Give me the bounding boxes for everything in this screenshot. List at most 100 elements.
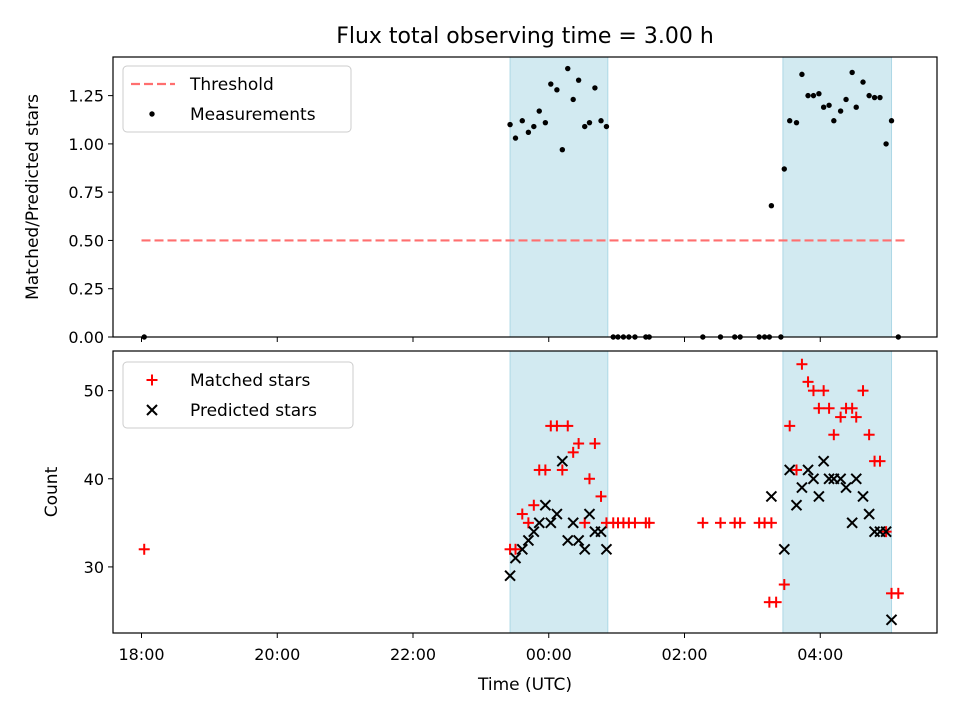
top-ytick-label: 0.25 (68, 280, 104, 299)
matched-star-point (850, 411, 862, 423)
predicted-star-point (834, 473, 847, 485)
predicted-star-point (509, 552, 522, 564)
matched-star-point (790, 464, 802, 476)
bottom-axes-frame (112, 350, 938, 634)
matched-star-point (595, 490, 607, 502)
top-axes-frame (112, 56, 938, 338)
matched-star-point (714, 517, 726, 529)
predicted-star-point-b (817, 455, 830, 467)
predicted-star-point (583, 508, 596, 520)
predicted-star-point-b (509, 552, 522, 564)
legend-matched-swatch (146, 374, 158, 386)
predicted-star-point-b (533, 517, 545, 529)
matched-star-point (863, 429, 875, 441)
matched-star-point (796, 358, 808, 370)
measurement-point (542, 119, 549, 126)
predicted-star-point-b (539, 499, 552, 511)
legend-measurements-label: Measurements (190, 105, 316, 125)
matched-star-point (643, 517, 655, 529)
matched-star-point (818, 385, 830, 397)
predicted-star-point-b (583, 508, 596, 520)
predicted-star-point (850, 473, 862, 485)
matched-star-point (528, 499, 540, 511)
measurement-point (826, 102, 832, 108)
predicted-star-point (516, 543, 528, 555)
predicted-star-point-b (579, 543, 591, 555)
matched-star-point (573, 438, 585, 450)
measurement-point (831, 118, 837, 124)
measurement-point (781, 166, 787, 172)
predicted-star-point (551, 508, 563, 520)
measurement-point (883, 141, 889, 147)
predicted-star-point (885, 614, 898, 626)
top-ytick-label: 0.50 (68, 231, 104, 250)
bottom-legend-box (122, 361, 354, 429)
matched-star-point (551, 420, 563, 432)
measurement-point (554, 87, 560, 93)
predicted-star-point-b (840, 481, 852, 494)
measurement-point (853, 104, 859, 110)
matched-star-point (874, 455, 886, 467)
top-ytick-label: 1.25 (68, 87, 104, 106)
matched-star-point (770, 596, 782, 608)
measurement-point (536, 108, 542, 114)
predicted-star-point (765, 490, 778, 503)
matched-star-point (857, 385, 869, 397)
matched-star-point (802, 376, 814, 388)
matched-star-point (567, 446, 579, 458)
measurement-point (787, 118, 793, 124)
matched-star-point (509, 543, 521, 555)
measurement-point (810, 92, 817, 99)
predicted-star-point (572, 534, 585, 547)
matched-star-point (556, 464, 568, 476)
measurement-point (888, 118, 895, 124)
bottom-xlabel: Time (UTC) (477, 675, 572, 695)
measurement-point (598, 118, 604, 124)
legend-x-marker (146, 404, 158, 416)
legend-matched-label: Matched stars (190, 371, 310, 391)
matched-star-point (813, 402, 825, 414)
measurement-point (816, 90, 822, 97)
measurement-point (525, 129, 532, 136)
predicted-star-point-b (823, 473, 835, 485)
measurement-point (860, 79, 866, 85)
bottom-observing-band (782, 350, 893, 634)
predicted-star-point (545, 517, 557, 529)
predicted-star-point-b (765, 490, 778, 503)
predicted-star-point-b (595, 525, 607, 538)
predicted-star-point-b (504, 570, 516, 582)
predicted-star-point (522, 534, 535, 547)
predicted-star-point (595, 525, 607, 538)
predicted-star-point (880, 525, 892, 538)
predicted-star-point (539, 499, 552, 511)
predicted-star-point-b (796, 481, 808, 494)
measurement-point (866, 92, 872, 99)
legend-plus-marker (146, 374, 158, 386)
predicted-star-point (600, 543, 613, 555)
measurement-point (565, 65, 571, 72)
matched-star-point (807, 385, 819, 397)
measurement-point (559, 146, 566, 153)
predicted-star-point (796, 481, 808, 494)
predicted-star-point (863, 508, 875, 520)
top-ylabel: Matched/Predicted stars (23, 94, 43, 300)
predicted-star-point (817, 455, 830, 467)
predicted-star-point-b (850, 473, 862, 485)
matched-star-point (516, 508, 528, 520)
predicted-star-point-b (572, 534, 585, 547)
measurement-point (519, 118, 525, 124)
predicted-star-point-b (802, 464, 814, 476)
predicted-star-point-b (880, 525, 892, 538)
measurement-point (570, 96, 576, 103)
matched-star-point (778, 579, 790, 591)
matched-star-point (828, 429, 840, 441)
measurement-point (507, 121, 513, 128)
matched-star-point (522, 517, 534, 529)
matched-star-point (583, 473, 595, 485)
predicted-star-point (813, 490, 825, 503)
matched-star-point (562, 420, 574, 432)
predicted-star-point-b (516, 543, 528, 555)
measurement-point (849, 69, 855, 76)
measurement-point (877, 94, 883, 101)
bottom-ylabel: Count (42, 466, 62, 517)
